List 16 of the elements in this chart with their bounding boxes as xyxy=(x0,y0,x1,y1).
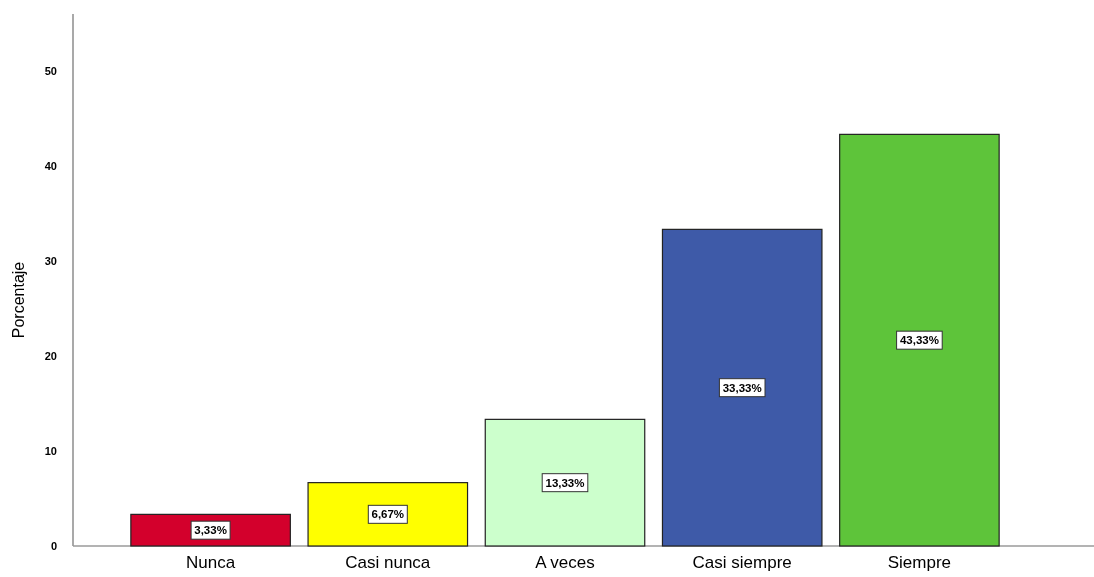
x-tick-label: Casi siempre xyxy=(692,553,792,572)
x-tick-label: A veces xyxy=(535,553,595,572)
y-tick-label: 10 xyxy=(44,445,57,457)
y-tick-label: 30 xyxy=(44,255,57,267)
x-tick-label: Nunca xyxy=(186,553,236,572)
x-tick-label: Siempre xyxy=(887,553,952,572)
y-tick-label: 0 xyxy=(50,540,57,552)
bar xyxy=(661,228,823,547)
bar xyxy=(307,482,469,547)
y-tick-label: 50 xyxy=(44,65,57,77)
y-tick-label: 40 xyxy=(44,160,57,172)
y-tick-label: 20 xyxy=(44,350,57,362)
y-axis-title: Porcentaje xyxy=(10,261,27,339)
bar xyxy=(839,133,1000,547)
x-tick-label: Casi nunca xyxy=(345,553,431,572)
bar xyxy=(484,418,646,547)
